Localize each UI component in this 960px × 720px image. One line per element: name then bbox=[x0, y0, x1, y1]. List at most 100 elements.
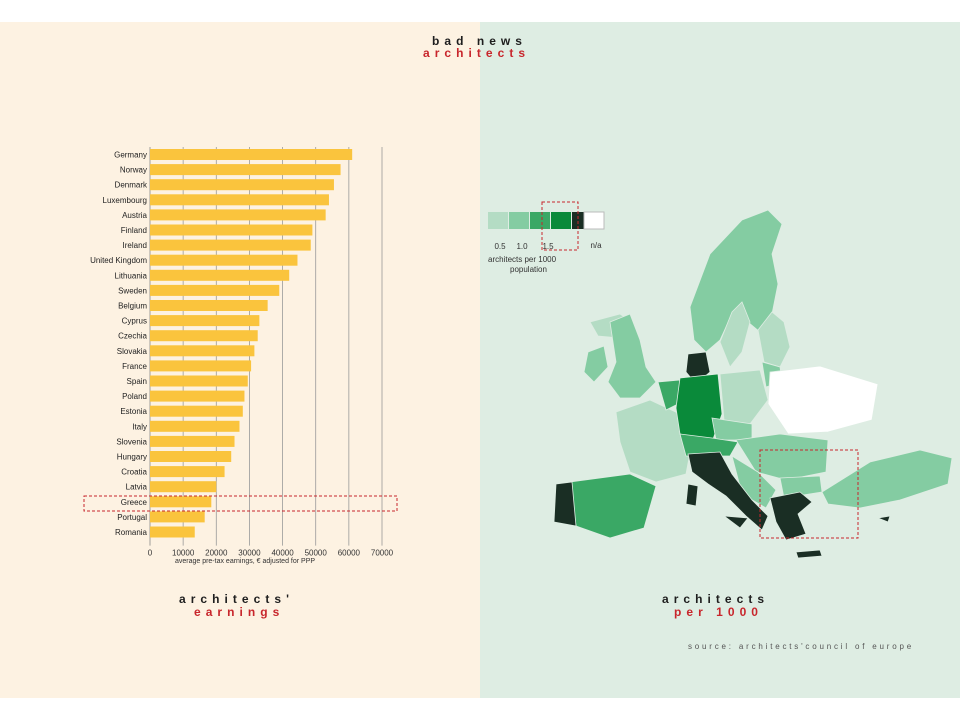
category-label: Hungary bbox=[117, 453, 147, 462]
greece bbox=[769, 491, 813, 541]
category-label: Portugal bbox=[117, 513, 147, 522]
category-label: United Kingdom bbox=[90, 256, 147, 265]
greece-highlight-region bbox=[759, 449, 859, 539]
map-panel bbox=[480, 22, 960, 698]
x-tick-label: 50000 bbox=[305, 549, 328, 558]
bar-lithuania bbox=[150, 269, 290, 281]
x-tick-label: 0 bbox=[148, 549, 153, 558]
header-title: bad news bbox=[432, 34, 527, 48]
countries bbox=[553, 209, 953, 559]
category-label: Lithuania bbox=[115, 271, 148, 280]
bar-croatia bbox=[150, 466, 225, 478]
legend-highlight-box bbox=[541, 201, 579, 251]
bar-united-kingdom bbox=[150, 254, 298, 266]
map-caption-line1: architects bbox=[662, 592, 770, 606]
bar-sweden bbox=[150, 284, 280, 296]
bar-poland bbox=[150, 390, 245, 402]
bar-finland bbox=[150, 224, 313, 236]
x-tick-label: 60000 bbox=[338, 549, 361, 558]
legend-swatch-4 bbox=[551, 212, 571, 229]
bar-slovakia bbox=[150, 345, 255, 357]
bar-hungary bbox=[150, 451, 232, 462]
legend-tick-1: 0.5 bbox=[494, 242, 506, 251]
earnings-panel bbox=[0, 22, 480, 698]
bar-slovenia bbox=[150, 435, 235, 447]
category-label: Italy bbox=[132, 422, 147, 431]
bar-norway bbox=[150, 164, 341, 176]
belarus-ukraine bbox=[767, 365, 879, 435]
x-tick-label: 30000 bbox=[238, 549, 261, 558]
category-label: Poland bbox=[122, 392, 147, 401]
category-label: Ireland bbox=[123, 241, 147, 250]
bar-austria bbox=[150, 209, 326, 221]
bar-belgium bbox=[150, 300, 268, 311]
portugal bbox=[553, 481, 577, 527]
category-label: Cyprus bbox=[122, 317, 147, 326]
bar-greece bbox=[150, 496, 212, 508]
category-label: Romania bbox=[115, 528, 148, 537]
italy bbox=[687, 451, 769, 531]
turkey bbox=[821, 449, 953, 509]
sweden bbox=[719, 301, 751, 368]
x-tick-label: 40000 bbox=[271, 549, 294, 558]
category-label: Croatia bbox=[121, 468, 147, 477]
category-label: Greece bbox=[121, 498, 148, 507]
x-tick-label: 10000 bbox=[172, 549, 195, 558]
bar-spain bbox=[150, 375, 248, 387]
switzerland-austria bbox=[679, 433, 739, 457]
spain bbox=[569, 473, 657, 539]
legend-tick-3: 1.5 bbox=[542, 242, 554, 251]
category-label: Austria bbox=[122, 211, 147, 220]
greece-highlight-box bbox=[83, 495, 398, 512]
category-label: Norway bbox=[120, 166, 147, 175]
x-tick-label: 20000 bbox=[205, 549, 228, 558]
category-label: Slovakia bbox=[117, 347, 148, 356]
category-label: Denmark bbox=[115, 181, 148, 190]
earnings-caption-line2: earnings bbox=[194, 605, 285, 619]
crete bbox=[795, 549, 823, 559]
legend-na-swatch bbox=[583, 211, 605, 230]
category-label: Luxembourg bbox=[103, 196, 147, 205]
bar-portugal bbox=[150, 511, 205, 523]
source-note: source: architects'council of europe bbox=[688, 642, 914, 651]
france bbox=[615, 399, 693, 483]
map-legend: 0.5 1.0 1.5 n/a architects per 1000 popul… bbox=[488, 201, 605, 274]
category-label: Germany bbox=[114, 151, 147, 160]
legend-swatch-1 bbox=[488, 212, 508, 229]
sicily bbox=[722, 515, 749, 529]
category-label: Slovenia bbox=[116, 437, 147, 446]
legend-title: architects per 1000 population bbox=[488, 255, 557, 274]
ireland bbox=[583, 345, 609, 383]
bar-ireland bbox=[150, 239, 311, 251]
bar-estonia bbox=[150, 405, 243, 417]
bar-germany bbox=[150, 149, 353, 160]
map-caption-line2: per 1000 bbox=[674, 605, 764, 619]
united-kingdom bbox=[607, 313, 657, 399]
category-labels: Germany Norway Denmark Luxembourg Austria Fin… bbox=[90, 151, 148, 538]
bar-france bbox=[150, 360, 252, 372]
x-tick-label: 70000 bbox=[371, 549, 394, 558]
category-label: Belgium bbox=[118, 302, 147, 311]
category-label: Estonia bbox=[120, 407, 147, 416]
category-label: France bbox=[122, 362, 147, 371]
bar-luxembourg bbox=[150, 194, 329, 206]
category-label: Czechia bbox=[118, 332, 147, 341]
category-label: Latvia bbox=[126, 483, 148, 492]
x-tick-labels: 0 10000 20000 30000 40000 50000 60000 70000 bbox=[148, 549, 394, 558]
bar-czechia bbox=[150, 330, 258, 342]
legend-swatch-3 bbox=[530, 212, 550, 229]
header-subtitle: architects bbox=[423, 46, 531, 60]
category-label: Sweden bbox=[118, 286, 147, 295]
poland bbox=[719, 369, 769, 425]
legend-tick-2: 1.0 bbox=[516, 242, 528, 251]
bar-italy bbox=[150, 420, 240, 432]
bar-romania bbox=[150, 526, 195, 538]
bar-denmark bbox=[150, 179, 334, 191]
legend-swatch-2 bbox=[509, 212, 529, 229]
bar-cyprus bbox=[150, 315, 260, 327]
category-label: Spain bbox=[127, 377, 147, 386]
europe-map: 0.5 1.0 1.5 n/a architects per 1000 popul… bbox=[488, 201, 953, 559]
earnings-bar-chart: Germany Norway Denmark Luxembourg Austria Fin… bbox=[83, 147, 398, 565]
category-label: Finland bbox=[121, 226, 147, 235]
cyprus bbox=[876, 515, 891, 523]
